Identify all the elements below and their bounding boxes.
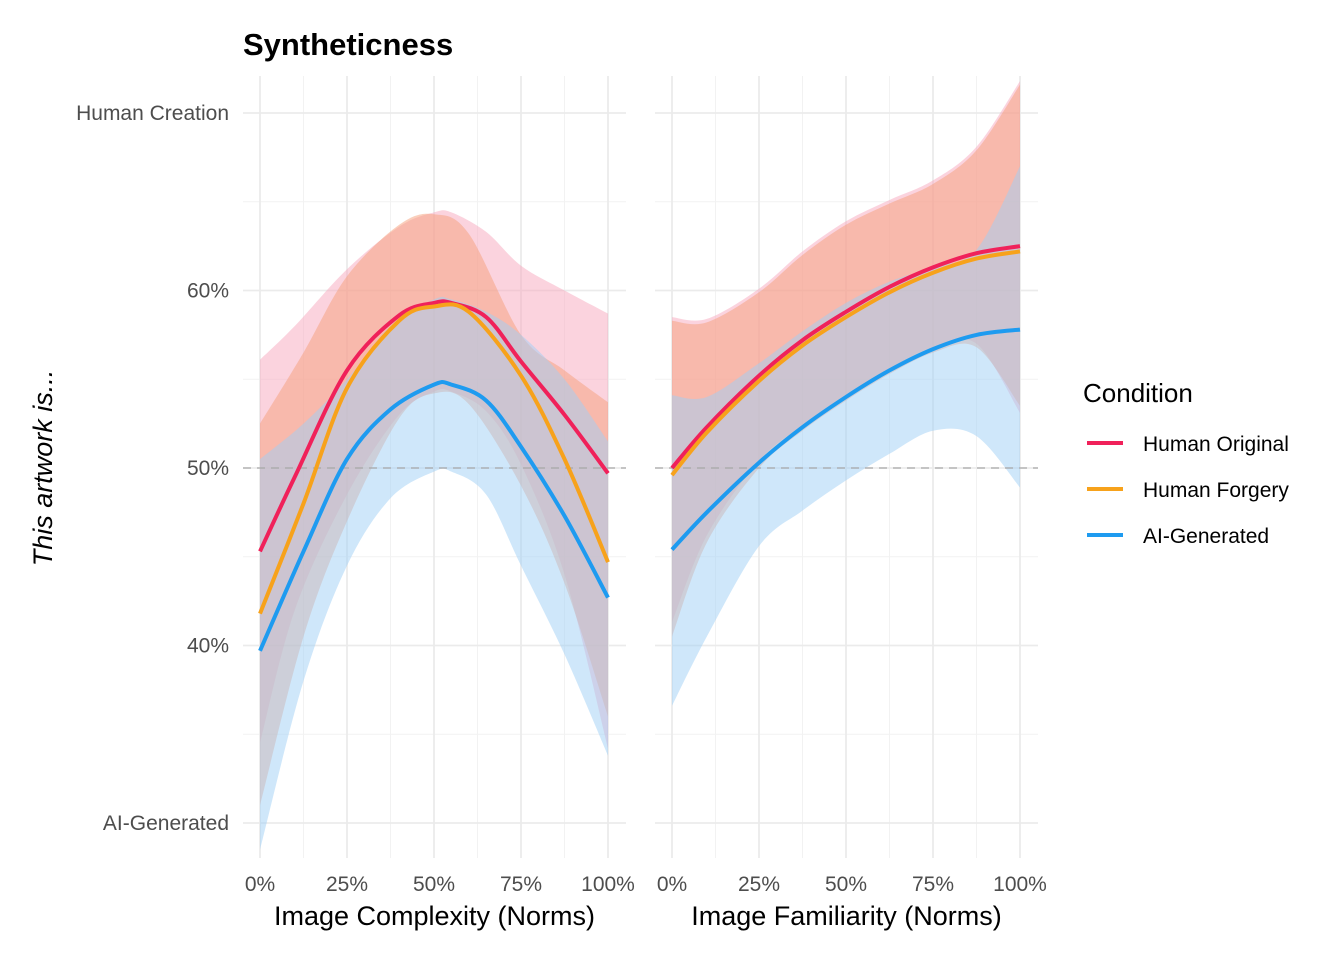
ci-band-ai-generated (260, 296, 608, 850)
line-human-forgery (670, 249, 1021, 477)
legend: Condition Human Original Human Forgery AI-… (1083, 378, 1289, 548)
y-tick-label: 50% (187, 457, 229, 480)
legend-item-human-forgery: Human Forgery (1087, 479, 1289, 502)
legend-label: AI-Generated (1143, 525, 1269, 548)
legend-label: Human Forgery (1143, 479, 1289, 502)
line-ai-generated (670, 327, 1021, 551)
x-axis-label: Image Familiarity (Norms) (691, 901, 1002, 931)
x-tick-label: 100% (993, 873, 1047, 896)
legend-label: Human Original (1143, 433, 1289, 456)
y-tick-label: AI-Generated (103, 812, 229, 835)
x-tick-label: 75% (500, 873, 542, 896)
y-tick-label: Human Creation (76, 102, 229, 125)
x-tick-label: 25% (326, 873, 368, 896)
line-human-original (670, 244, 1021, 470)
x-tick-label: 100% (581, 873, 635, 896)
x-axis-label: Image Complexity (Norms) (274, 901, 595, 931)
x-tick-label: 0% (245, 873, 275, 896)
line-ai-generated (258, 380, 610, 652)
y-tick-label: 60% (187, 280, 229, 303)
legend-title: Condition (1083, 378, 1193, 408)
panel-image-familiarity: 0% 25% 50% 75% 100% Image Familiarity (Norms) (655, 76, 1047, 931)
y-axis-label: This artwork is... (28, 370, 58, 567)
legend-item-human-original: Human Original (1087, 433, 1289, 456)
panel-image-complexity: 0% 25% 50% 75% 100% Image Complexity (Norms) (243, 76, 635, 931)
x-tick-label: 50% (825, 873, 867, 896)
x-tick-label: 0% (657, 873, 687, 896)
legend-item-ai-generated: AI-Generated (1087, 525, 1269, 548)
line-human-forgery (258, 302, 610, 615)
y-tick-label: 40% (187, 635, 229, 658)
x-tick-label: 25% (738, 873, 780, 896)
x-tick-label: 50% (413, 873, 455, 896)
line-human-original (258, 299, 610, 553)
chart-title: Syntheticness (243, 27, 453, 62)
x-tick-label: 75% (912, 873, 954, 896)
y-axis-ticks: AI-Generated 40% 50% 60% Human Creation (76, 102, 229, 835)
ci-band-ai-generated (672, 166, 1020, 706)
